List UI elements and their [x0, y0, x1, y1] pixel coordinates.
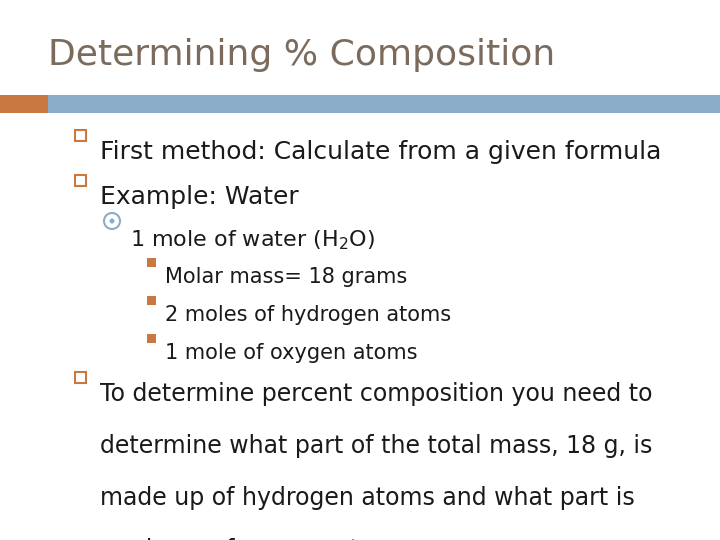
- Text: Molar mass= 18 grams: Molar mass= 18 grams: [165, 267, 408, 287]
- Circle shape: [104, 213, 120, 229]
- Bar: [74, 372, 86, 382]
- Bar: [0, 95, 48, 113]
- Text: First method: Calculate from a given formula: First method: Calculate from a given for…: [100, 140, 662, 164]
- Text: 1 mole of water (H$_2$O): 1 mole of water (H$_2$O): [130, 228, 375, 252]
- Text: 1 mole of oxygen atoms: 1 mole of oxygen atoms: [165, 343, 418, 363]
- Text: 2 moles of hydrogen atoms: 2 moles of hydrogen atoms: [165, 305, 451, 325]
- Text: Example: Water: Example: Water: [100, 185, 299, 209]
- Text: To determine percent composition you need to: To determine percent composition you nee…: [100, 382, 652, 406]
- Bar: [146, 334, 156, 342]
- Text: made up of oxygen atoms.: made up of oxygen atoms.: [100, 538, 416, 540]
- Circle shape: [109, 219, 114, 224]
- Bar: [74, 174, 86, 186]
- Text: determine what part of the total mass, 18 g, is: determine what part of the total mass, 1…: [100, 434, 652, 458]
- Bar: [48, 95, 720, 113]
- Bar: [146, 295, 156, 305]
- Text: made up of hydrogen atoms and what part is: made up of hydrogen atoms and what part …: [100, 486, 635, 510]
- Bar: [146, 258, 156, 267]
- Text: Determining % Composition: Determining % Composition: [48, 38, 555, 72]
- Bar: [74, 130, 86, 140]
